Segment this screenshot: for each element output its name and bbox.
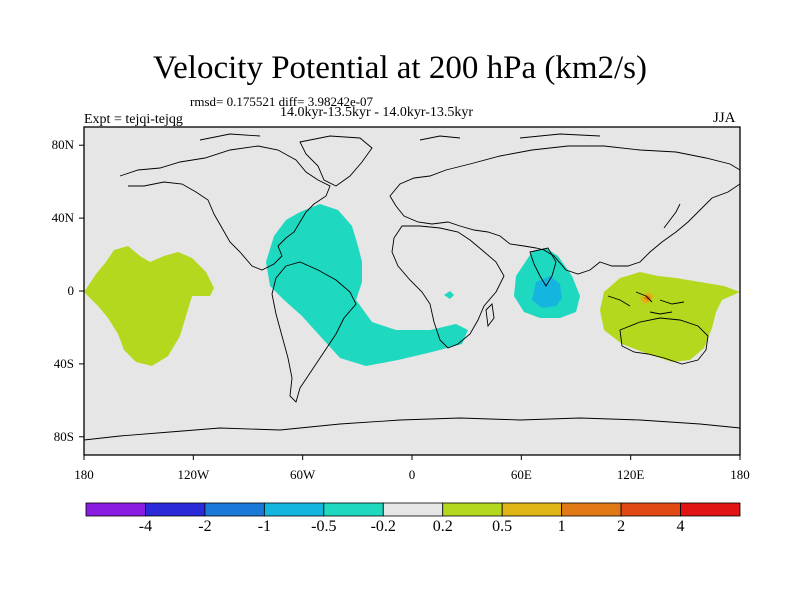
lat-label: 80S <box>53 428 74 444</box>
lat-label: 0 <box>67 283 75 298</box>
colorbar-label: 0.2 <box>432 518 453 535</box>
colorbar-label: -2 <box>198 518 212 535</box>
coastlines <box>84 133 740 441</box>
coast-greenland <box>299 135 373 187</box>
coast-arctic-islands <box>199 133 601 141</box>
season-label: JJA <box>713 110 736 126</box>
colorbar-swatch <box>382 502 444 517</box>
lat-label: 40N <box>51 210 74 226</box>
colorbar-swatch <box>323 502 384 517</box>
plot-title: Velocity Potential at 200 hPa (km2/s) <box>152 50 648 86</box>
colorbar-swatch <box>145 502 206 517</box>
colorbar-label: 2 <box>617 518 626 535</box>
stats-line: rmsd= 0.175521 diff= 3.98242e-07 <box>190 94 374 109</box>
coast-india <box>529 247 557 287</box>
lon-label: 60W <box>290 467 316 482</box>
colorbar-swatch <box>501 502 563 517</box>
lon-label: 180 <box>730 467 750 482</box>
lon-label: 120W <box>177 467 210 482</box>
colorbar <box>85 502 741 517</box>
colorbar-swatch <box>442 502 503 517</box>
negative-core-indian-ocean <box>532 276 562 308</box>
colorbar-label: 0.5 <box>492 518 513 535</box>
coast-north-america <box>119 145 331 271</box>
coast-africa <box>391 225 505 349</box>
colorbar-swatch <box>561 502 622 517</box>
negative-patch-africa <box>444 291 454 299</box>
axis-ticks <box>79 144 741 460</box>
lat-label: 40S <box>53 355 74 371</box>
lon-label: 60E <box>510 467 532 482</box>
colorbar-label: -4 <box>138 518 153 535</box>
colorbar-label: 4 <box>676 518 685 535</box>
colorbar-label: -1 <box>257 518 272 535</box>
colorbar-label: -0.5 <box>311 518 337 535</box>
colorbar-label: 1 <box>557 518 566 535</box>
lon-label: 180 <box>74 467 94 482</box>
colorbar-swatch <box>263 502 325 517</box>
positive-region-pacific <box>84 246 214 366</box>
coast-madagascar <box>485 303 495 328</box>
coast-south-america <box>271 261 357 403</box>
colorbar-swatch <box>620 502 681 517</box>
lon-label: 0 <box>408 467 416 482</box>
colorbar-swatch <box>204 502 265 517</box>
colorbar-label: -0.2 <box>370 518 396 535</box>
coast-antarctica <box>84 417 740 441</box>
colorbar-swatch <box>85 502 146 517</box>
colorbar-swatch <box>680 502 741 517</box>
positive-region-maritime-continent <box>600 272 740 362</box>
period-line: 14.0kyr-13.5kyr - 14.0kyr-13.5kyr <box>280 105 474 120</box>
coast-indonesia <box>607 291 685 315</box>
coast-eurasia <box>389 145 740 275</box>
lat-label: 80N <box>51 137 74 153</box>
contour-fills <box>84 204 740 366</box>
coast-japan <box>663 203 681 229</box>
negative-region-atlantic <box>266 204 468 366</box>
experiment-line: Expt = tejqi-tejqg <box>84 112 183 127</box>
lon-label: 120E <box>616 467 645 482</box>
coast-australia <box>619 317 709 365</box>
